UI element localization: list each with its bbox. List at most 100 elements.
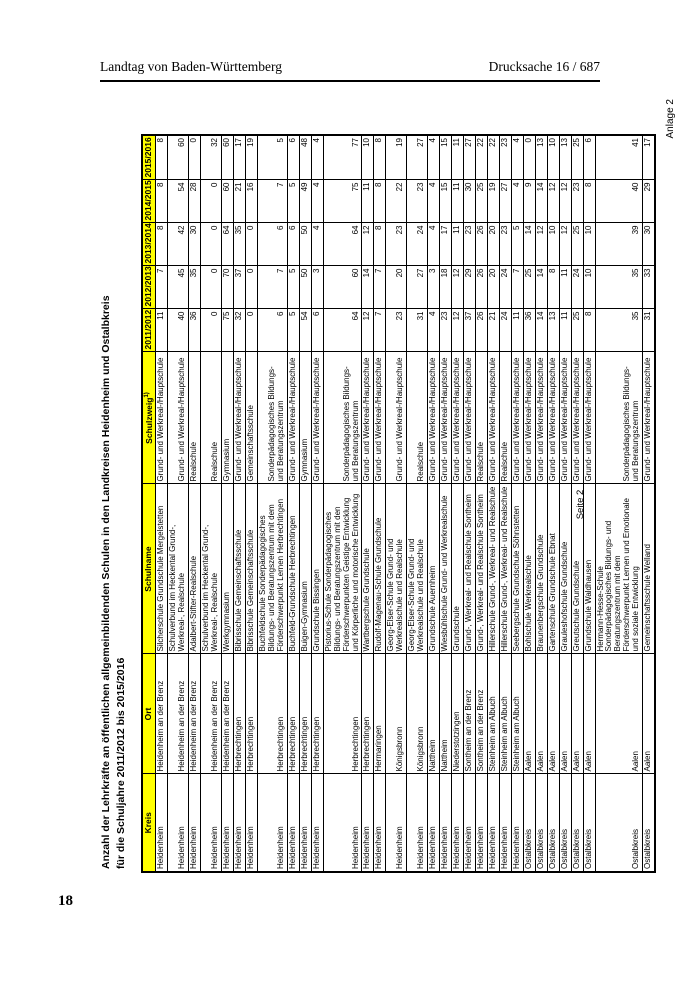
cell-value-2014/2015: 5 (287, 180, 300, 223)
column-header-schulname: Schulname (142, 484, 156, 654)
cell-value-2015/2016: 4 (427, 135, 440, 180)
cell-kreis: Heidenheim (167, 774, 189, 872)
cell-schulname: Hillerschule Grund-, Werkreal- und Reals… (487, 484, 500, 654)
cell-kreis: Ostalbkreis (547, 774, 560, 872)
sheet-label: Seite 2 (575, 489, 586, 520)
column-header-ort: Ort (142, 654, 156, 774)
cell-schulname: Braunenbergschule Grundschule (535, 484, 548, 654)
cell-value-2011/2012: 0 (245, 309, 258, 352)
cell-value-2011/2012: 23 (385, 309, 407, 352)
cell-value-2011/2012: 12 (361, 309, 374, 352)
cell-schulzweig: Grund- und Werkreal-/Hauptschule (547, 352, 560, 484)
cell-value-2015/2016: 17 (642, 135, 656, 180)
cell-kreis: Heidenheim (475, 774, 488, 872)
table-row: Heidenheim Herbrechtingen Grundschule Biss… (311, 135, 324, 872)
cell-value-2011/2012: 6 (257, 309, 288, 352)
table-row: Heidenheim Heidenheim an der Brenz Werkgym… (221, 135, 234, 872)
cell-value-2012/2013: 37 (233, 266, 246, 309)
cell-schulname: Silcherschule Grundschule Mergelstetten (155, 484, 168, 654)
cell-ort: Aalen (559, 654, 572, 774)
cell-schulzweig: Realschule (499, 352, 512, 484)
cell-value-2014/2015: 25 (475, 180, 488, 223)
cell-ort: Herbrechtingen (257, 654, 288, 774)
cell-value-2015/2016: 13 (559, 135, 572, 180)
cell-schulzweig: Grund- und Werkreal-/Hauptschule (559, 352, 572, 484)
cell-schulzweig: Gymnasium (221, 352, 234, 484)
cell-schulname: Bibrisschule Gemeinschaftsschule (245, 484, 258, 654)
cell-value-2014/2015: 21 (233, 180, 246, 223)
cell-value-2015/2016: 10 (547, 135, 560, 180)
cell-kreis: Heidenheim (221, 774, 234, 872)
cell-schulname: Wartbergschule Grundschule (361, 484, 374, 654)
cell-value-2012/2013: 24 (499, 266, 512, 309)
cell-value-2012/2013: 20 (385, 266, 407, 309)
cell-kreis: Heidenheim (323, 774, 362, 872)
cell-value-2014/2015: 8 (373, 180, 386, 223)
cell-value-2011/2012: 6 (311, 309, 324, 352)
cell-value-2013/2014: 50 (299, 223, 312, 266)
cell-value-2012/2013: 35 (595, 266, 643, 309)
cell-value-2011/2012: 11 (511, 309, 524, 352)
cell-kreis: Heidenheim (487, 774, 500, 872)
cell-value-2013/2014: 14 (523, 223, 536, 266)
cell-value-2011/2012: 36 (523, 309, 536, 352)
cell-value-2011/2012: 11 (155, 309, 168, 352)
cell-value-2014/2015: 23 (406, 180, 428, 223)
cell-schulzweig: Grund- und Werkreal-/Hauptschule (487, 352, 500, 484)
cell-value-2011/2012: 31 (642, 309, 656, 352)
cell-schulname: Grundschule (451, 484, 464, 654)
table-row: Ostalbkreis Aalen Braunenbergschule Grunds… (535, 135, 548, 872)
cell-ort: Aalen (523, 654, 536, 774)
cell-value-2014/2015: 12 (559, 180, 572, 223)
cell-schulname: Gartenschule Grundschule Ebnat (547, 484, 560, 654)
table-row: Heidenheim Herbrechtingen Buigen-Gymnasium… (299, 135, 312, 872)
table-header-row: Kreis Ort Schulname Schulzweig1) 2011/2012 20… (142, 135, 156, 872)
cell-schulname: Adalbert-Stifter-Realschule (188, 484, 201, 654)
table-row: Heidenheim Sontheim an der Brenz Grund-, W… (463, 135, 476, 872)
cell-value-2013/2014: 42 (167, 223, 189, 266)
cell-ort: Sontheim an der Brenz (475, 654, 488, 774)
table-row: Heidenheim Steinheim am Albuch Hillerschul… (499, 135, 512, 872)
cell-value-2015/2016: 6 (287, 135, 300, 180)
table-row: Heidenheim Herbrechtingen Buchfeldschule S… (257, 135, 288, 872)
cell-value-2012/2013: 5 (287, 266, 300, 309)
cell-value-2015/2016: 32 (200, 135, 222, 180)
cell-ort: Herbrechtingen (361, 654, 374, 774)
cell-value-2013/2014: 23 (463, 223, 476, 266)
cell-value-2011/2012: 0 (200, 309, 222, 352)
cell-value-2013/2014: 23 (499, 223, 512, 266)
cell-value-2013/2014: 0 (245, 223, 258, 266)
cell-value-2013/2014: 6 (257, 223, 288, 266)
cell-schulzweig: Grund- und Werkreal-/Hauptschule (155, 352, 168, 484)
cell-value-2013/2014: 4 (427, 223, 440, 266)
header-publisher: Landtag von Baden-Württemberg (100, 59, 282, 74)
cell-value-2013/2014: 35 (233, 223, 246, 266)
cell-value-2015/2016: 23 (499, 135, 512, 180)
table-row: Ostalbkreis Aalen Hermann-Hesse-Schule Son… (595, 135, 643, 872)
cell-value-2015/2016: 4 (511, 135, 524, 180)
cell-schulname: Grundschule Bissingen (311, 484, 324, 654)
document-header: Landtag von Baden-Württemberg Drucksache… (100, 59, 600, 82)
cell-kreis: Heidenheim (361, 774, 374, 872)
cell-kreis: Heidenheim (257, 774, 288, 872)
cell-schulzweig: Sonderpädagogisches Bildungs- und Beratu… (595, 352, 643, 484)
cell-value-2012/2013: 3 (427, 266, 440, 309)
cell-value-2011/2012: 13 (547, 309, 560, 352)
cell-value-2011/2012: 35 (595, 309, 643, 352)
cell-value-2012/2013: 26 (475, 266, 488, 309)
cell-value-2013/2014: 64 (323, 223, 362, 266)
cell-kreis: Heidenheim (188, 774, 201, 872)
cell-kreis: Heidenheim (406, 774, 428, 872)
cell-ort: Heidenheim an der Brenz (155, 654, 168, 774)
cell-ort: Heidenheim an der Brenz (167, 654, 189, 774)
cell-schulzweig: Grund- und Werkreal-/Hauptschule (511, 352, 524, 484)
table-row: Heidenheim Königsbronn Georg-Elser-Schule … (385, 135, 407, 872)
cell-schulzweig: Grund- und Werkreal-/Hauptschule (427, 352, 440, 484)
table-row: Heidenheim Heidenheim an der Brenz Schulve… (167, 135, 189, 872)
column-header-y2: 2013/2014 (142, 223, 156, 266)
cell-kreis: Heidenheim (439, 774, 452, 872)
cell-ort: Steinheim am Albuch (499, 654, 512, 774)
cell-value-2012/2013: 14 (361, 266, 374, 309)
cell-value-2013/2014: 23 (385, 223, 407, 266)
